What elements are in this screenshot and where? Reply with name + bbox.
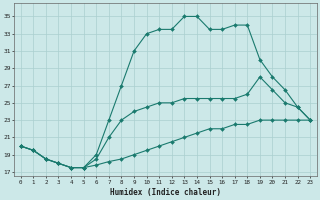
X-axis label: Humidex (Indice chaleur): Humidex (Indice chaleur) (110, 188, 221, 197)
